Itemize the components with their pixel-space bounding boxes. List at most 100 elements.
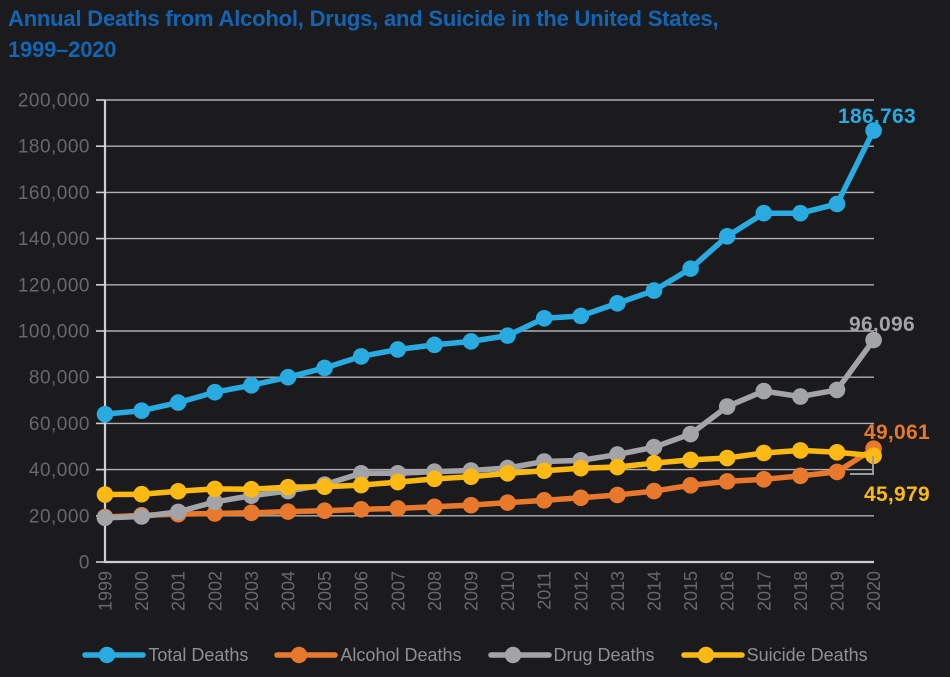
y-tick-label: 40,000 [29,460,90,481]
chart-title-line2: 1999–2020 [8,37,117,62]
legend: Total Deaths Alcohol Deaths Drug Deaths … [0,637,950,673]
data-point [755,444,773,462]
y-tick-label: 100,000 [18,322,90,343]
end-label-suicide-deaths: 45,979 [864,483,930,506]
x-axis: 1999 2000 2001 2002 2003 2004 2005 2006 2007 2008… [96,560,884,611]
data-point [828,463,846,481]
end-label-alcohol-deaths: 49,061 [864,421,930,444]
x-tick-label: 2001 [169,571,189,611]
data-point [535,492,553,509]
legend-item-alcohol-deaths: Alcohol Deaths [274,645,462,666]
y-tick-label: 0 [79,553,90,574]
data-point [718,227,736,245]
end-label-drug-deaths: 96,096 [849,313,915,336]
gridlines [105,99,874,517]
x-tick-label: 2020 [864,571,884,611]
x-tick-label: 2002 [205,571,225,611]
series-suicide-deaths [96,442,882,503]
chart-title: Annual Deaths from Alcohol, Drugs, and S… [8,3,928,65]
legend-label: Suicide Deaths [746,644,868,665]
data-point [718,473,736,490]
data-point [169,503,187,521]
data-point [499,494,516,511]
data-point [828,443,846,461]
label-leader-line [850,456,874,475]
data-point [682,425,699,443]
x-tick-label: 2014 [645,571,665,611]
x-tick-label: 2013 [608,571,628,611]
data-point [609,458,626,476]
data-point [133,402,150,419]
data-point [865,447,882,465]
data-point [279,368,297,386]
y-tick-label: 180,000 [18,137,90,158]
data-point [572,489,590,507]
data-point [352,501,370,518]
data-point [792,204,809,222]
data-point [206,383,224,401]
legend-label: Total Deaths [148,644,249,665]
data-point [462,468,480,486]
data-point [755,471,773,488]
data-point [828,195,846,213]
data-point [243,504,260,522]
data-point [389,500,407,517]
x-tick-label: 2009 [462,571,482,611]
legend-item-drug-deaths: Drug Deaths [487,645,655,666]
data-point [352,464,370,482]
data-point [279,503,297,520]
data-point [206,493,224,511]
data-point [645,282,663,299]
data-point [865,122,882,139]
data-point [96,509,114,527]
legend-item-suicide-deaths: Suicide Deaths [680,644,868,666]
data-point [462,333,480,350]
data-point [828,381,846,399]
y-tick-label: 60,000 [29,414,90,435]
x-tick-label: 2019 [828,571,848,611]
y-tick-label: 200,000 [18,91,90,112]
data-point [243,376,260,394]
data-point [243,480,260,498]
data-point [682,451,699,469]
data-point [316,359,333,377]
x-tick-label: 2018 [791,571,811,611]
chart-plot: 0 20,000 40,000 60,000 80,000 100,000 120,000 1… [18,91,930,612]
data-point [792,467,809,485]
data-point [206,480,224,498]
x-tick-label: 2003 [242,571,262,611]
x-tick-label: 2007 [388,571,408,611]
data-point [279,478,297,496]
data-point [499,464,516,482]
chart-title-line1: Annual Deaths from Alcohol, Drugs, and S… [8,6,719,31]
data-point [133,485,150,503]
data-point [609,446,626,463]
y-tick-label: 20,000 [29,506,90,527]
data-point [352,348,370,365]
data-point [426,336,443,354]
data-point [682,477,699,494]
data-point [426,498,443,516]
x-tick-label: 2000 [132,571,152,611]
line-marker-icon [680,646,745,664]
data-point [755,204,773,222]
x-tick-label: 2008 [425,571,445,611]
y-tick-label: 120,000 [18,275,90,296]
x-tick-label: 2005 [315,571,335,611]
data-point [389,473,407,491]
data-point [609,486,626,504]
x-tick-label: 2017 [754,571,774,611]
data-point [169,482,187,500]
data-point [96,405,114,423]
data-point [462,496,480,514]
data-point [426,470,443,488]
line-marker-icon [487,646,552,664]
series-alcohol-deaths [96,440,882,526]
data-point [645,438,663,456]
data-point [645,454,663,472]
data-point [206,505,224,522]
x-tick-label: 2004 [279,571,299,611]
data-point [792,442,809,459]
data-point [572,307,590,325]
y-tick-label: 80,000 [29,368,90,389]
